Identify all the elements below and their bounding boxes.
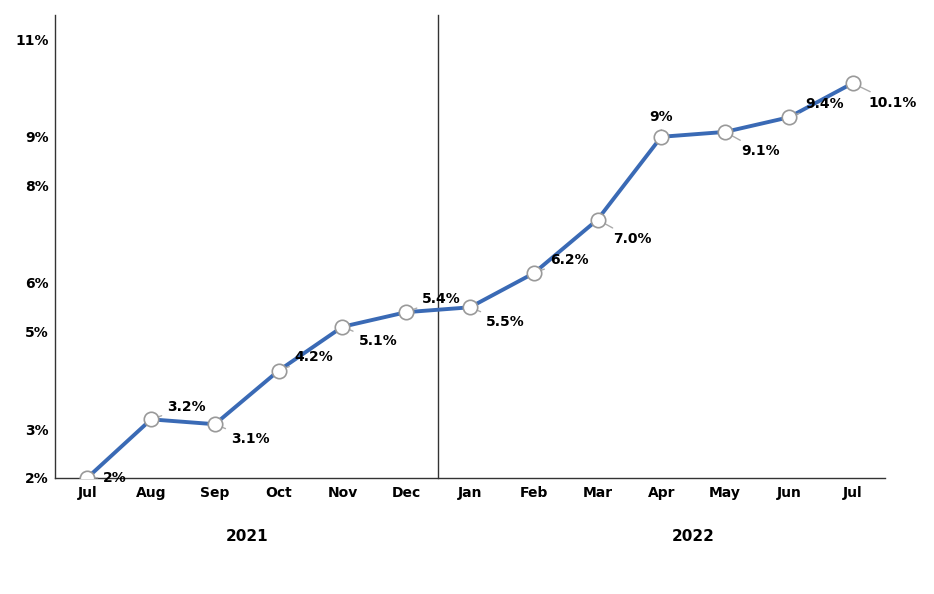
- Point: [144, 415, 159, 424]
- Point: [845, 78, 860, 88]
- Text: 2022: 2022: [672, 529, 715, 544]
- Text: 3.1%: 3.1%: [218, 425, 269, 446]
- Text: 3.2%: 3.2%: [154, 400, 205, 418]
- Point: [462, 302, 477, 312]
- Point: [335, 322, 350, 331]
- Text: 9%: 9%: [649, 110, 673, 134]
- Point: [654, 132, 669, 141]
- Point: [782, 112, 797, 122]
- Point: [207, 419, 222, 429]
- Text: 10.1%: 10.1%: [856, 84, 917, 110]
- Point: [717, 127, 732, 137]
- Point: [526, 268, 541, 278]
- Text: 5.5%: 5.5%: [473, 308, 525, 329]
- Text: 5.1%: 5.1%: [345, 328, 397, 349]
- Point: [80, 473, 95, 482]
- Text: 2%: 2%: [90, 471, 127, 485]
- Point: [271, 366, 286, 375]
- Point: [399, 308, 414, 317]
- Text: 9.1%: 9.1%: [728, 133, 780, 159]
- Text: 4.2%: 4.2%: [281, 350, 333, 369]
- Text: 9.4%: 9.4%: [791, 97, 843, 116]
- Text: 2021: 2021: [225, 529, 268, 544]
- Point: [590, 215, 605, 225]
- Text: 5.4%: 5.4%: [409, 292, 460, 311]
- Text: 7.0%: 7.0%: [600, 221, 652, 246]
- Text: 6.2%: 6.2%: [536, 252, 588, 272]
